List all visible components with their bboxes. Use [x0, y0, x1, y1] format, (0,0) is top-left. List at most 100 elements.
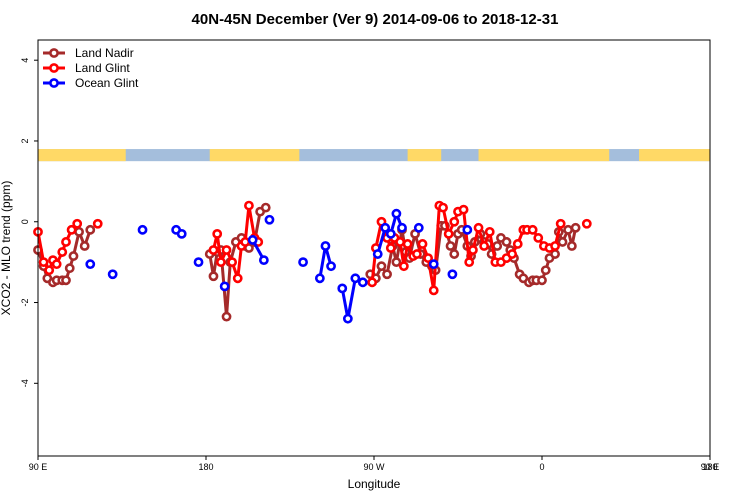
y-axis-ticks: 4 2 0 -2 -4 [20, 58, 38, 387]
data-point [247, 235, 258, 245]
data-point [417, 239, 428, 249]
x-tick-label: 180 [198, 462, 213, 472]
data-point [438, 202, 448, 213]
data-point [443, 228, 454, 239]
data-point [550, 241, 560, 251]
data-point [357, 277, 368, 288]
y-tick-label: 4 [20, 58, 30, 63]
data-point [391, 208, 402, 219]
land-band-segment [38, 149, 126, 162]
data-point [221, 245, 232, 255]
data-point [412, 249, 422, 259]
surface-band [38, 149, 710, 162]
legend-swatch-point [49, 48, 59, 58]
data-point [428, 259, 439, 270]
data-point [468, 245, 478, 255]
data-point [264, 214, 275, 225]
y-tick-label: -4 [20, 379, 30, 387]
data-point [260, 202, 271, 213]
data-point [258, 255, 269, 266]
data-point [380, 222, 391, 233]
data-point [423, 253, 434, 263]
x-tick-label: 90 E [701, 462, 720, 472]
data-point [428, 285, 439, 296]
data-point [447, 269, 458, 280]
data-point [385, 243, 396, 253]
data-point [61, 237, 71, 247]
data-point [458, 204, 469, 215]
data-point [479, 241, 490, 251]
x-axis-label: Longitude [348, 477, 401, 491]
data-point [484, 226, 495, 237]
data-point [537, 275, 547, 286]
data-point [563, 224, 574, 235]
data-point [320, 241, 331, 251]
x-tick-label: 180 [702, 462, 717, 472]
data-point [391, 257, 402, 268]
data-point [221, 311, 232, 322]
data-point [44, 265, 55, 276]
data-point [566, 241, 577, 251]
legend-label: Land Nadir [75, 46, 134, 60]
data-point [227, 257, 238, 268]
data-point [397, 222, 407, 233]
data-point [342, 313, 353, 324]
data-point [38, 257, 49, 268]
data-point [555, 218, 566, 229]
data-point [507, 249, 518, 259]
data-point [398, 261, 409, 272]
data-point [176, 228, 187, 239]
data-point [581, 218, 592, 229]
data-point [72, 218, 83, 229]
x-tick-label: 0 [539, 462, 544, 472]
x-tick-label: 90 W [363, 462, 385, 472]
data-point [570, 222, 581, 233]
data-point [240, 237, 251, 247]
data-point [57, 247, 68, 257]
data-point [557, 237, 568, 247]
legend-swatch-point [49, 78, 59, 88]
data-point [445, 241, 456, 251]
x-tick-label: 90 E [29, 462, 48, 472]
y-axis-label: XCO2 - MLO trend (ppm) [0, 181, 13, 316]
land-band-segment [639, 149, 710, 162]
data-point [501, 237, 512, 247]
land-band-segment [209, 149, 270, 162]
data-point [137, 224, 148, 235]
data-point [402, 239, 413, 249]
data-point [326, 261, 336, 272]
legend-entry: Ocean Glint [43, 76, 139, 90]
data-point [527, 224, 538, 235]
data-point [449, 216, 460, 227]
data-point [107, 269, 118, 280]
data-point [85, 224, 96, 235]
data-point [61, 275, 71, 286]
data-point [385, 228, 396, 239]
data-point [68, 251, 79, 261]
data-point [473, 222, 484, 233]
series-land-glint [33, 200, 592, 296]
data-point [208, 245, 219, 255]
chart-title: 40N-45N December (Ver 9) 2014-09-06 to 2… [192, 11, 559, 28]
y-tick-label: 2 [20, 138, 30, 143]
data-point [298, 257, 308, 268]
data-point [92, 218, 103, 229]
series-ocean-glint [85, 208, 473, 324]
legend-swatch-point [49, 63, 59, 73]
data-point [314, 273, 325, 284]
data-point [232, 273, 243, 284]
plot-series [33, 200, 592, 324]
data-point [216, 257, 226, 268]
data-point [208, 271, 219, 282]
data-point [413, 222, 424, 233]
data-point [64, 263, 75, 274]
legend-entry: Land Glint [43, 61, 130, 75]
data-point [492, 241, 503, 251]
data-point [395, 237, 406, 247]
land-band-segment [267, 149, 300, 162]
data-point [244, 200, 254, 211]
